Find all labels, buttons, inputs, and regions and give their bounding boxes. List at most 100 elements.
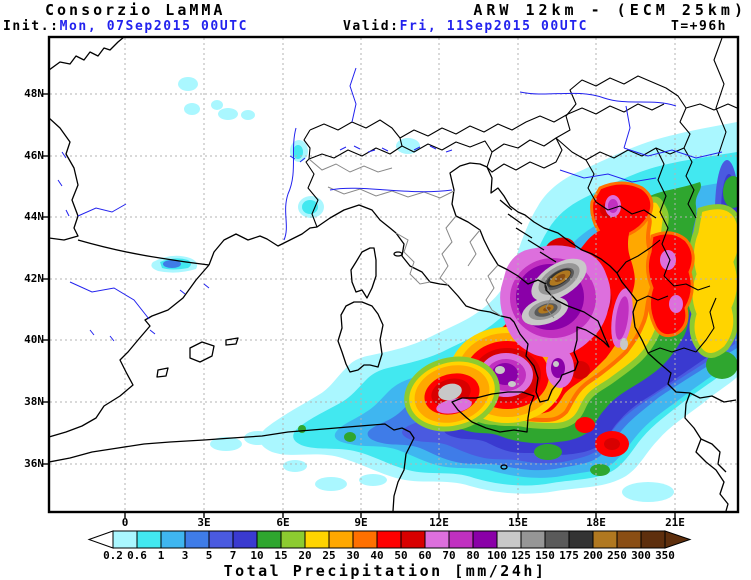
colorbar-tick-label: 25 [322,549,336,562]
colorbar-segment [232,530,258,549]
init-label: Init.: [3,19,60,34]
lat-label: 46N [24,149,44,162]
colorbar-tick-label: 125 [511,549,531,562]
colorbar-tick-label: 80 [466,549,480,562]
precip-region [608,199,618,213]
precip-region [298,425,306,433]
valid-line: Valid:Fri, 11Sep2015 00UTC [343,19,588,34]
colorbar-segment [136,530,162,549]
precip-region [293,145,303,159]
precip-region [521,251,533,265]
lon-label: 15E [508,516,528,529]
precip-region [210,437,242,451]
precip-region [706,351,737,379]
precip-region [554,273,566,283]
colorbar-tick-label: 175 [559,549,579,562]
init-value: Mon, 07Sep2015 00UTC [59,19,249,34]
lon-label: 0 [121,516,129,529]
colorbar-over-arrow [664,530,692,549]
precip-region [241,110,255,120]
lon-label: 12E [429,516,449,529]
precip-region [184,103,200,115]
colorbar-tick-label: 70 [442,549,456,562]
precip-region [669,295,683,313]
lat-label: 42N [24,272,44,285]
valid-value: Fri, 11Sep2015 00UTC [399,19,589,34]
lat-label: 36N [24,457,44,470]
colorbar-segment [112,530,138,549]
precip-region [211,100,223,110]
precip-region [604,438,620,450]
colorbar-segment [592,530,618,549]
colorbar-segment [496,530,522,549]
colorbar-tick-label: 300 [631,549,651,562]
colorbar-tick-label: 20 [298,549,312,562]
coastlines [50,38,737,511]
precip-region [396,138,420,154]
lon-label: 6E [276,516,290,529]
precip-region [553,361,559,367]
precip-region [315,477,347,491]
rivers [57,67,723,342]
precipitation-field [151,77,737,502]
colorbar-tick-label: 50 [394,549,408,562]
colorbar-tick-label: 60 [418,549,432,562]
colorbar-tick-label: 10 [250,549,264,562]
precip-region [218,108,238,120]
colorbar-segment [280,530,306,549]
lon-label: 3E [197,516,211,529]
colorbar-tick-label: 30 [346,549,360,562]
colorbar-tick-label: 1 [157,549,165,562]
precip-region [438,383,462,401]
colorbar [87,530,692,549]
precip-region [660,250,676,270]
colorbar-segment [328,530,354,549]
colorbar-segment [616,530,642,549]
precip-region [534,444,562,460]
lat-label: 48N [24,87,44,100]
precip-region [344,432,356,442]
precip-region [590,181,654,240]
colorbar-segment [544,530,570,549]
precip-region [178,77,198,91]
precip-region [645,231,695,338]
colorbar-segment [472,530,498,549]
precip-region [615,296,629,340]
colorbar-segment [520,530,546,549]
lon-label: 21E [665,516,685,529]
country-borders [303,38,737,354]
colorbar-tick-label: 40 [370,549,384,562]
colorbar-under-arrow [87,530,114,549]
lat-label: 40N [24,333,44,346]
model-title: ARW 12km - (ECM 25km) [473,1,747,19]
map-frame [43,35,740,518]
colorbar-segment [448,530,474,549]
lon-label: 9E [354,516,368,529]
colorbar-segment [208,530,234,549]
colorbar-tick-label: 350 [655,549,675,562]
colorbar-segment [160,530,186,549]
colorbar-tick-label: 100 [487,549,507,562]
precip-region [163,260,181,268]
colorbar-tick-label: 0.6 [127,549,147,562]
precip-region [620,338,628,350]
colorbar-title: Total Precipitation [mm/24h] [223,562,547,580]
colorbar-segment [256,530,282,549]
precip-region [570,361,590,379]
init-line: Init.:Mon, 07Sep2015 00UTC [3,19,248,34]
colorbar-segment [424,530,450,549]
precip-region [244,431,272,445]
lat-label: 44N [24,210,44,223]
precip-region [687,204,737,358]
axis-ticks [43,93,676,518]
graticule [50,38,737,511]
colorbar-tick-label: 250 [607,549,627,562]
colorbar-tick-label: 3 [181,549,189,562]
colorbar-tick-label: 0.2 [103,549,123,562]
colorbar-segment [184,530,210,549]
colorbar-segment [568,530,594,549]
precip-region [723,176,737,208]
colorbar-tick-label: 150 [535,549,555,562]
